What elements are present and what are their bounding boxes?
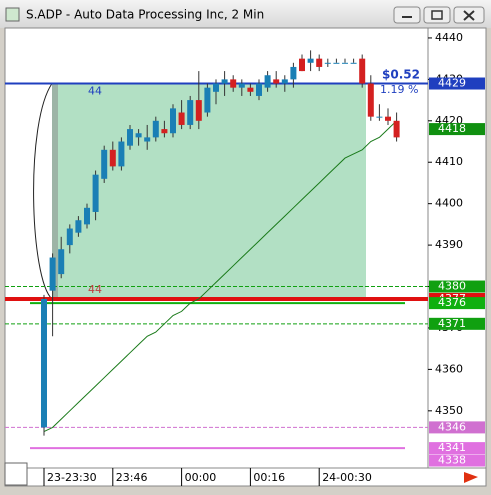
candle-body xyxy=(281,79,288,84)
candle-body xyxy=(118,141,125,167)
y-tick-label: 4390 xyxy=(435,238,463,251)
level-label: 4371 xyxy=(438,317,466,330)
level-tag xyxy=(429,454,485,467)
candle-body xyxy=(84,207,90,225)
x-tick-label: 00:16 xyxy=(253,471,285,484)
candle-body xyxy=(230,79,237,88)
candle-body xyxy=(376,116,383,118)
level-tag xyxy=(429,442,485,455)
scroll-arrow[interactable] xyxy=(464,472,478,483)
level-label: 4346 xyxy=(438,420,466,433)
candle-body xyxy=(109,149,116,167)
range-shade xyxy=(52,83,366,299)
y-tick-label: 4410 xyxy=(435,155,463,168)
level-label: 4338 xyxy=(438,454,466,467)
level-tag xyxy=(429,297,485,310)
candle-body xyxy=(135,133,142,138)
corner-box xyxy=(4,462,28,486)
candle-body xyxy=(367,83,374,117)
candle-body xyxy=(49,257,56,291)
candle-body xyxy=(264,75,271,88)
moving-average xyxy=(43,120,397,432)
candle-body xyxy=(238,83,245,88)
candle-body xyxy=(101,149,108,179)
y-tick-label: 4440 xyxy=(435,31,463,44)
candle-body xyxy=(161,129,168,134)
change-label: $0.52 xyxy=(382,68,420,82)
app-icon xyxy=(5,7,20,22)
candle-body xyxy=(178,112,185,125)
price-axis xyxy=(427,27,487,469)
candle-body xyxy=(204,87,211,113)
candle-body xyxy=(127,129,133,146)
change-pct-label: 1.19 % xyxy=(380,83,418,96)
candle-body xyxy=(213,83,219,92)
candle-body xyxy=(307,58,314,63)
candle-body xyxy=(256,83,262,96)
window-title: S.ADP - Auto Data Processing Inc, 2 Min xyxy=(26,8,264,22)
y-tick-label: 4400 xyxy=(435,197,463,210)
candle-body xyxy=(324,62,331,64)
candle-body xyxy=(273,79,280,84)
level-label: 4429 xyxy=(438,77,466,90)
x-tick-label: 23-23:30 xyxy=(47,471,97,484)
candle-body xyxy=(342,62,348,64)
candle-body xyxy=(41,298,47,428)
level-tag xyxy=(429,317,485,330)
candle-body xyxy=(92,174,99,212)
level-tag xyxy=(429,280,485,293)
minimize-button[interactable] xyxy=(393,6,421,24)
range-bracket xyxy=(33,83,53,300)
candle-body xyxy=(221,79,228,84)
level-label: 4380 xyxy=(438,280,466,293)
candle-body xyxy=(187,100,194,125)
candle-body xyxy=(316,58,323,67)
y-tick-label: 4360 xyxy=(435,362,463,375)
candle-body xyxy=(333,62,340,64)
y-tick-label: 4350 xyxy=(435,404,463,417)
level-tag xyxy=(429,123,485,136)
candle-body xyxy=(170,108,176,134)
range-bottom-count: 44 xyxy=(88,283,102,296)
candle-body xyxy=(393,120,400,138)
candle-body xyxy=(195,100,202,121)
candle-body xyxy=(290,66,297,80)
level-tag xyxy=(429,421,485,434)
level-label: 4376 xyxy=(438,296,466,309)
range-top-count: 44 xyxy=(88,85,102,98)
x-tick-label: 23:46 xyxy=(116,471,148,484)
candle-body xyxy=(350,62,357,64)
candle-body xyxy=(385,116,391,121)
candle-body xyxy=(144,137,151,142)
candle-body xyxy=(299,58,305,72)
range-edge xyxy=(52,83,58,299)
level-label: 4341 xyxy=(438,441,466,454)
candle-body xyxy=(152,120,159,138)
x-tick-label: 00:00 xyxy=(185,471,217,484)
maximize-button[interactable] xyxy=(423,6,451,24)
x-tick-label: 24-00:30 xyxy=(322,471,372,484)
level-tag xyxy=(429,77,485,90)
candle-body xyxy=(247,87,254,92)
candle-body xyxy=(359,58,366,84)
candle-body xyxy=(75,220,82,233)
level-label: 4418 xyxy=(438,122,466,135)
candle-body xyxy=(66,228,73,246)
candle-body xyxy=(58,249,65,275)
